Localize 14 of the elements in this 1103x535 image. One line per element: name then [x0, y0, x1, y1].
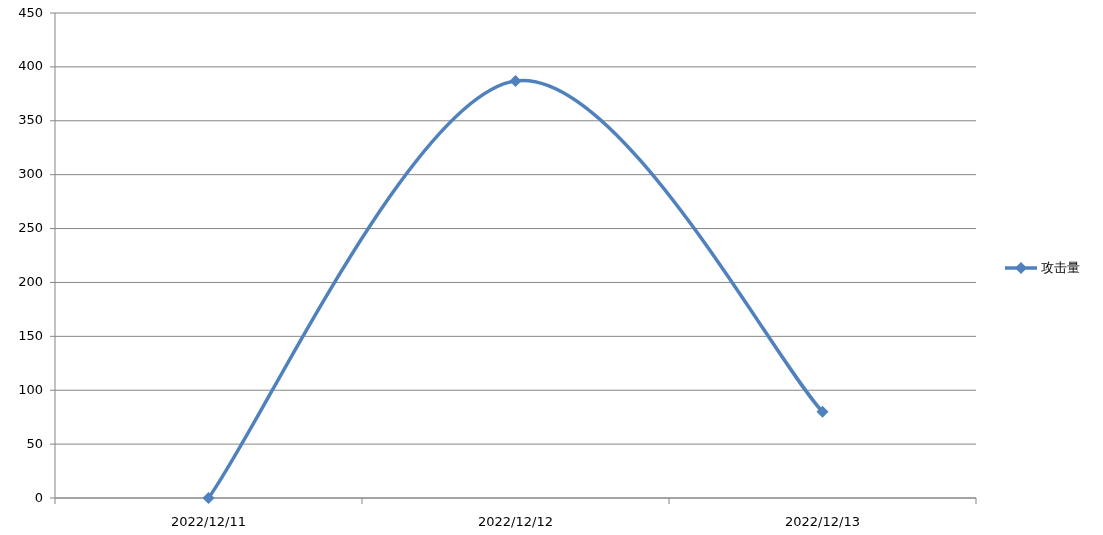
ytick: 300 [18, 166, 43, 182]
ytick: 50 [26, 435, 43, 451]
xtick: 2022/12/12 [478, 513, 553, 529]
ytick: 400 [18, 58, 43, 74]
ytick: 150 [18, 327, 43, 343]
ytick: 0 [34, 489, 43, 505]
ytick: 200 [18, 273, 43, 289]
legend-label: 攻击量 [1041, 259, 1080, 275]
xtick: 2022/12/11 [171, 513, 246, 529]
ytick: 350 [18, 112, 43, 128]
ytick: 250 [18, 220, 43, 236]
ytick: 450 [18, 4, 43, 20]
ytick: 100 [18, 381, 43, 397]
xtick: 2022/12/13 [785, 513, 860, 529]
